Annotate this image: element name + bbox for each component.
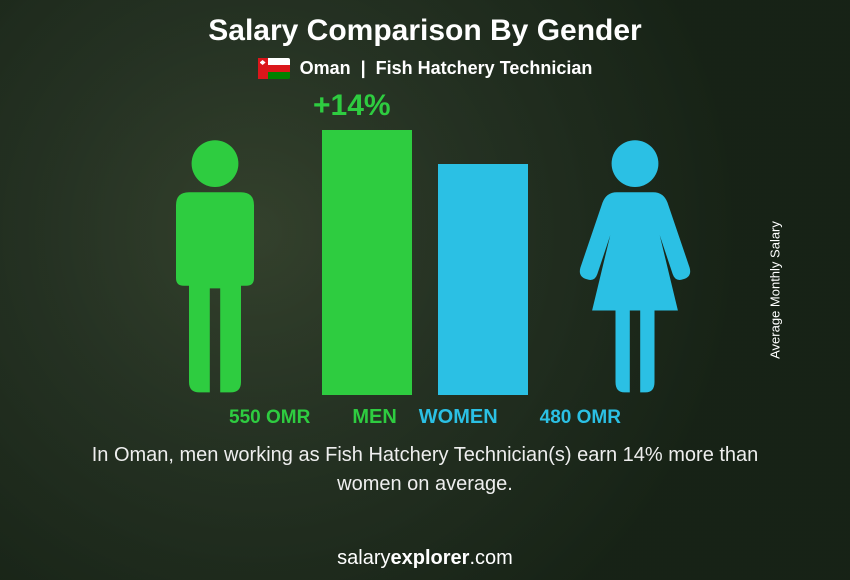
- chart-area: +14% 550 OMR MEN WOMEN 480 OMR: [0, 89, 850, 429]
- role-label: Fish Hatchery Technician: [376, 58, 593, 79]
- men-icon: [150, 135, 280, 395]
- oman-flag-icon: [258, 58, 290, 79]
- labels-row: 550 OMR MEN WOMEN 480 OMR: [0, 406, 850, 429]
- brand-part2: explorer: [391, 547, 470, 569]
- brand-footer: salaryexplorer.com: [0, 547, 850, 570]
- subtitle-row: Oman | Fish Hatchery Technician: [0, 58, 850, 79]
- men-salary: 550 OMR: [209, 407, 330, 429]
- women-label: WOMEN: [419, 406, 498, 429]
- bars-group: [322, 130, 528, 395]
- person-male-icon: [150, 135, 280, 395]
- infographic-container: Salary Comparison By Gender Oman | Fish …: [0, 0, 850, 580]
- person-female-icon: [570, 135, 700, 395]
- page-title: Salary Comparison By Gender: [0, 0, 850, 48]
- bar-men: [322, 130, 412, 395]
- brand-part1: salary: [337, 547, 390, 569]
- women-icon: [570, 135, 700, 395]
- women-salary: 480 OMR: [520, 407, 641, 429]
- men-label: MEN: [352, 406, 396, 429]
- brand-suffix: .com: [469, 547, 512, 569]
- bar-women: [438, 164, 528, 395]
- y-axis-label: Average Monthly Salary: [768, 221, 783, 359]
- country-label: Oman: [300, 58, 351, 79]
- separator: |: [361, 58, 366, 79]
- description-text: In Oman, men working as Fish Hatchery Te…: [0, 429, 850, 499]
- percent-diff-label: +14%: [313, 89, 391, 123]
